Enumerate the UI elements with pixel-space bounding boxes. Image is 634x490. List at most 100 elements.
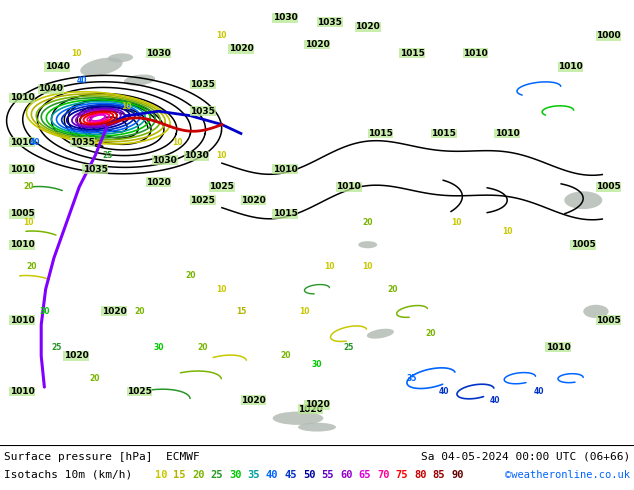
Text: 10: 10: [217, 285, 227, 294]
Text: 90: 90: [451, 470, 463, 480]
Text: 20: 20: [23, 182, 34, 192]
Text: 1010: 1010: [10, 316, 35, 325]
Text: 1010: 1010: [463, 49, 488, 58]
Text: 1010: 1010: [10, 165, 35, 173]
Text: 1020: 1020: [101, 307, 127, 316]
Text: 10: 10: [502, 227, 512, 236]
Text: 1010: 1010: [336, 182, 361, 192]
Text: 1010: 1010: [10, 387, 35, 396]
Text: 20: 20: [134, 307, 145, 316]
Text: 40: 40: [534, 387, 544, 396]
Text: 1020: 1020: [228, 45, 254, 53]
Text: 1020: 1020: [146, 178, 171, 187]
Text: 1020: 1020: [304, 400, 330, 409]
Text: 15: 15: [174, 470, 186, 480]
Text: 1020: 1020: [304, 40, 330, 49]
Text: 10: 10: [217, 151, 227, 160]
Text: 1010: 1010: [10, 138, 35, 147]
Text: 1035: 1035: [317, 18, 342, 27]
Text: 40: 40: [439, 387, 449, 396]
Text: 30: 30: [229, 470, 242, 480]
Text: 70: 70: [377, 470, 389, 480]
Text: 10: 10: [451, 218, 462, 227]
Text: 1015: 1015: [431, 129, 456, 138]
Text: 10: 10: [155, 470, 167, 480]
Ellipse shape: [108, 53, 133, 62]
Text: 1020: 1020: [298, 405, 323, 414]
Text: 1040: 1040: [44, 62, 70, 71]
Text: 30: 30: [153, 343, 164, 351]
Text: 10: 10: [71, 49, 81, 58]
Text: 1030: 1030: [184, 151, 209, 160]
Text: 1010: 1010: [10, 240, 35, 249]
Text: 1025: 1025: [190, 196, 216, 205]
Text: 1020: 1020: [63, 351, 89, 361]
Text: Sa 04-05-2024 00:00 UTC (06+66): Sa 04-05-2024 00:00 UTC (06+66): [421, 452, 630, 462]
Text: Surface pressure [hPa]  ECMWF: Surface pressure [hPa] ECMWF: [4, 452, 200, 462]
Text: 15: 15: [236, 307, 246, 316]
Text: 30: 30: [312, 360, 322, 369]
Text: 20: 20: [198, 343, 208, 351]
Text: 10: 10: [325, 263, 335, 271]
Text: 25: 25: [344, 343, 354, 351]
Text: 25: 25: [103, 151, 113, 160]
Text: 1030: 1030: [273, 13, 298, 23]
Text: 45: 45: [285, 470, 297, 480]
Text: 1010: 1010: [545, 343, 571, 351]
Text: 1005: 1005: [596, 182, 621, 192]
Text: 10: 10: [23, 218, 34, 227]
Text: 40: 40: [77, 75, 87, 85]
Text: 1005: 1005: [10, 209, 35, 218]
Text: 1035: 1035: [82, 165, 108, 173]
Text: 1030: 1030: [146, 49, 171, 58]
Text: 1020: 1020: [241, 196, 266, 205]
Text: 1035: 1035: [190, 80, 216, 89]
Text: 20: 20: [280, 351, 290, 361]
Text: 1010: 1010: [558, 62, 583, 71]
Text: 1025: 1025: [127, 387, 152, 396]
Text: 10: 10: [363, 263, 373, 271]
Ellipse shape: [367, 329, 394, 339]
Text: 1020: 1020: [355, 22, 380, 31]
Text: 1020: 1020: [241, 396, 266, 405]
Text: 10: 10: [217, 31, 227, 40]
Text: 20: 20: [27, 263, 37, 271]
Text: 10: 10: [172, 138, 183, 147]
Text: 1040: 1040: [38, 84, 63, 94]
Text: 1015: 1015: [399, 49, 425, 58]
Ellipse shape: [298, 423, 336, 432]
Ellipse shape: [81, 57, 122, 76]
Text: 20: 20: [90, 374, 100, 383]
Text: 40: 40: [30, 138, 40, 147]
Text: 75: 75: [396, 470, 408, 480]
Text: 1005: 1005: [571, 240, 596, 249]
Text: Isotachs 10m (km/h): Isotachs 10m (km/h): [4, 470, 133, 480]
Text: ©weatheronline.co.uk: ©weatheronline.co.uk: [505, 470, 630, 480]
Text: 20: 20: [426, 329, 436, 338]
Text: 1000: 1000: [597, 31, 621, 40]
Text: 1005: 1005: [596, 316, 621, 325]
Ellipse shape: [273, 412, 323, 425]
Ellipse shape: [124, 74, 155, 86]
Text: 35: 35: [407, 374, 417, 383]
Ellipse shape: [583, 305, 609, 318]
Text: 50: 50: [303, 470, 316, 480]
Text: 20: 20: [192, 470, 205, 480]
Text: 1010: 1010: [10, 94, 35, 102]
Text: 25: 25: [52, 343, 62, 351]
Text: 1010: 1010: [495, 129, 520, 138]
Text: 65: 65: [358, 470, 371, 480]
Text: 40: 40: [489, 396, 500, 405]
Text: 20: 20: [388, 285, 398, 294]
Text: 1015: 1015: [368, 129, 393, 138]
Text: 60: 60: [340, 470, 353, 480]
Ellipse shape: [358, 241, 377, 248]
Text: 30: 30: [39, 307, 49, 316]
Text: 1010: 1010: [273, 165, 298, 173]
Text: 1015: 1015: [273, 209, 298, 218]
Text: 20: 20: [185, 271, 195, 280]
Text: 1025: 1025: [209, 182, 235, 192]
Text: 85: 85: [432, 470, 445, 480]
Text: 80: 80: [414, 470, 427, 480]
Text: 55: 55: [321, 470, 334, 480]
